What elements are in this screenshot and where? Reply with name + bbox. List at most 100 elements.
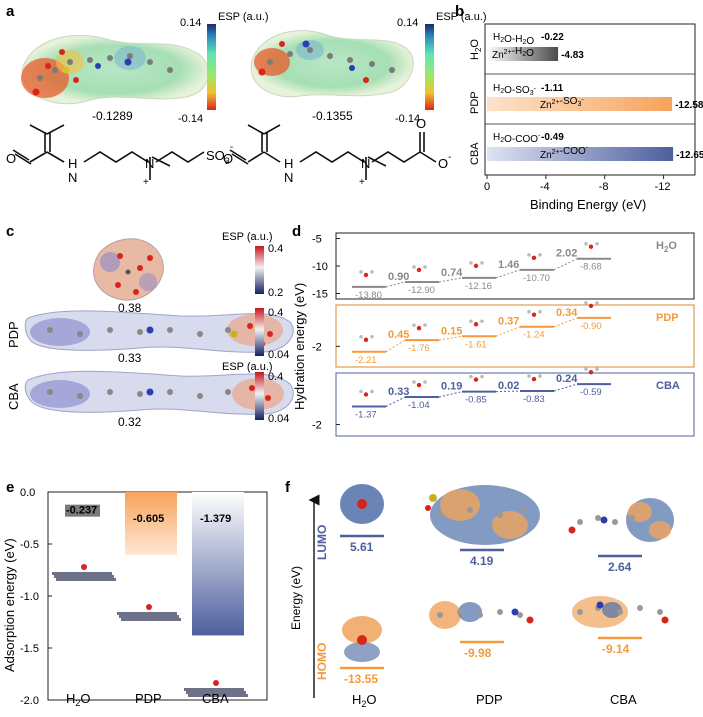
hyd-cba-name: CBA — [656, 380, 680, 392]
binding-bar-label-0: H2O-H2O — [493, 32, 534, 47]
svg-text:N: N — [284, 170, 293, 185]
binding-value-5: -12.65 — [676, 150, 703, 161]
hyd-h2o-level-label-3: -10.70 — [523, 273, 550, 284]
orbital-h2o-lumo — [340, 484, 384, 524]
esp-colorbar-c1 — [255, 246, 264, 294]
group-label-h2o: H2O — [469, 39, 483, 60]
binding-tick-0: 0 — [484, 181, 490, 193]
hyd-h2o-name-text: H2O — [656, 240, 677, 254]
panel-label-c: c — [6, 223, 14, 240]
hyd-pdp-cluster-4 — [588, 303, 594, 309]
panel-d-pdp-frame — [335, 304, 695, 368]
ads-tick-0: 0.0 — [20, 487, 35, 499]
hyd-cba-cluster-0 — [363, 392, 369, 397]
panel-f: Energy (eV) LUMO HOMO — [289, 484, 674, 709]
row-label-pdp: PDP — [6, 321, 21, 348]
svg-text:N: N — [361, 156, 370, 171]
energy-ylabel: Energy (eV) — [289, 566, 303, 630]
hyd-h2o-tick-0: -5 — [312, 234, 322, 246]
ads-category-1: PDP — [135, 691, 162, 706]
hydration-ylabel: Hydration energy (eV) — [292, 283, 307, 410]
mol2-esp-value: -0.1355 — [312, 109, 353, 123]
hyd-h2o-cluster-0 — [363, 272, 369, 278]
hyd-pdp-level-label-2: -1.61 — [465, 339, 487, 350]
ads-bar-1 — [125, 492, 177, 555]
lumo-value-1: 4.19 — [470, 554, 494, 568]
hyd-cba-cluster-2 — [473, 377, 479, 382]
svg-text:O: O — [223, 151, 233, 166]
esp-surface-molecule-2 — [250, 30, 414, 98]
hyd-cba-step-2: 0.02 — [498, 380, 519, 392]
esp-value-pdp: 0.33 — [118, 351, 142, 365]
hyd-cba-connector-0 — [385, 396, 406, 407]
esp-min-c1: 0.2 — [268, 287, 283, 299]
binding-value-4: -0.49 — [541, 132, 564, 143]
binding-bar-3 — [487, 97, 673, 111]
svg-text:+: + — [143, 177, 149, 188]
binding-bar-label-4: H2O-COO- — [493, 132, 541, 145]
hyd-pdp-cluster-0 — [363, 337, 369, 342]
esp-title-a1: ESP (a.u.) — [218, 11, 269, 23]
hydration-levels: -5 -10 -15 -13.80 0.90 -12.90 0.74-12.16 1.46 -1… — [312, 234, 680, 432]
hyd-pdp-level-label-1: -1.76 — [408, 343, 430, 354]
esp-surface-molecule-1 — [21, 34, 209, 105]
ads-value-2: -1.379 — [200, 513, 231, 525]
lumo-label: LUMO — [315, 525, 329, 560]
hyd-h2o-connector-3 — [553, 258, 578, 271]
mol1-esp-value: -0.1289 — [92, 109, 133, 123]
hyd-cba-step-0: 0.33 — [388, 386, 409, 398]
binding-axis-ticks: 0 -4 -8 -12 — [484, 175, 670, 193]
hyd-pdp-cluster-3 — [531, 312, 537, 317]
svg-text:N: N — [145, 156, 154, 171]
binding-group-labels: H2O PDP CBA — [469, 39, 483, 165]
ads-value-1: -0.605 — [133, 513, 164, 525]
hyd-pdp-cluster-2 — [473, 322, 479, 327]
svg-text:O: O — [416, 116, 426, 131]
binding-bar-label-3: Zn2+-SO3- — [540, 96, 584, 111]
hyd-h2o-level-label-2: -12.16 — [465, 281, 492, 292]
ads-value-0: -0.237 — [66, 505, 97, 517]
hyd-cba-cluster-3 — [531, 376, 537, 382]
hyd-cba-cluster-1 — [416, 382, 422, 388]
homo-value-1: -9.98 — [464, 646, 492, 660]
hyd-h2o-tick-1: -10 — [312, 261, 328, 273]
panel-b: H2O-H2O -0.22 Zn2+-H2O -4.83 H2O-SO3- -1.11 Zn… — [469, 23, 703, 212]
hyd-cba-step-1: 0.19 — [441, 381, 462, 393]
ads-slab-2-0 — [184, 688, 244, 691]
esp-title-a2: ESP (a.u.) — [436, 11, 487, 23]
ads-slab-0-1 — [54, 575, 114, 578]
orbital-h2o-homo — [342, 616, 382, 662]
hyd-h2o-step-2: 1.46 — [498, 259, 519, 271]
esp-colorbar-a2 — [425, 24, 434, 110]
hyd-cba-cluster-4 — [588, 369, 594, 375]
binding-xlabel: Binding Energy (eV) — [530, 197, 646, 212]
adsorption-bars: 0.0 -0.5 -1.0 -1.5 -2.0 -0.237 -0.605 -1.379 H2O… — [20, 487, 248, 708]
group-label-cba: CBA — [469, 142, 481, 165]
binding-value-2: -1.11 — [541, 83, 564, 94]
panel-c: ESP (a.u.) 0.4 0.2 0.4 0.04 ESP (a.u.) 0… — [6, 231, 294, 429]
row-label-cba: CBA — [6, 383, 21, 410]
ads-tick-2: -1.0 — [20, 591, 39, 603]
lumo-value-2: 2.64 — [608, 560, 632, 574]
panel-label-e: e — [6, 479, 14, 496]
svg-text:O-: O- — [438, 152, 451, 171]
svg-text:H: H — [68, 156, 77, 171]
esp-surface-c-water — [93, 238, 164, 301]
binding-value-1: -4.83 — [561, 50, 584, 61]
orbital-category-1: PDP — [476, 692, 503, 707]
hyd-pdp-level-label-4: -0.90 — [580, 321, 602, 332]
binding-tick-2: -8 — [599, 181, 609, 193]
panel-labels: a b c d e f — [6, 3, 464, 496]
ads-tick-3: -1.5 — [20, 643, 39, 655]
ads-bar-2 — [192, 492, 244, 636]
esp-min-c2: 0.04 — [268, 349, 289, 361]
homo-value-0: -13.55 — [344, 672, 378, 686]
hyd-pdp-level-label-0: -2.21 — [355, 355, 377, 366]
ads-bar-0 — [65, 504, 100, 517]
panel-label-f: f — [285, 479, 291, 496]
hyd-h2o-step-3: 2.02 — [556, 248, 577, 260]
binding-value-3: -12.58 — [675, 100, 703, 111]
hyd-cba-connector-3 — [553, 383, 578, 392]
panel-e: 0.0 -0.5 -1.0 -1.5 -2.0 -0.237 -0.605 -1.379 H2O… — [2, 487, 268, 708]
